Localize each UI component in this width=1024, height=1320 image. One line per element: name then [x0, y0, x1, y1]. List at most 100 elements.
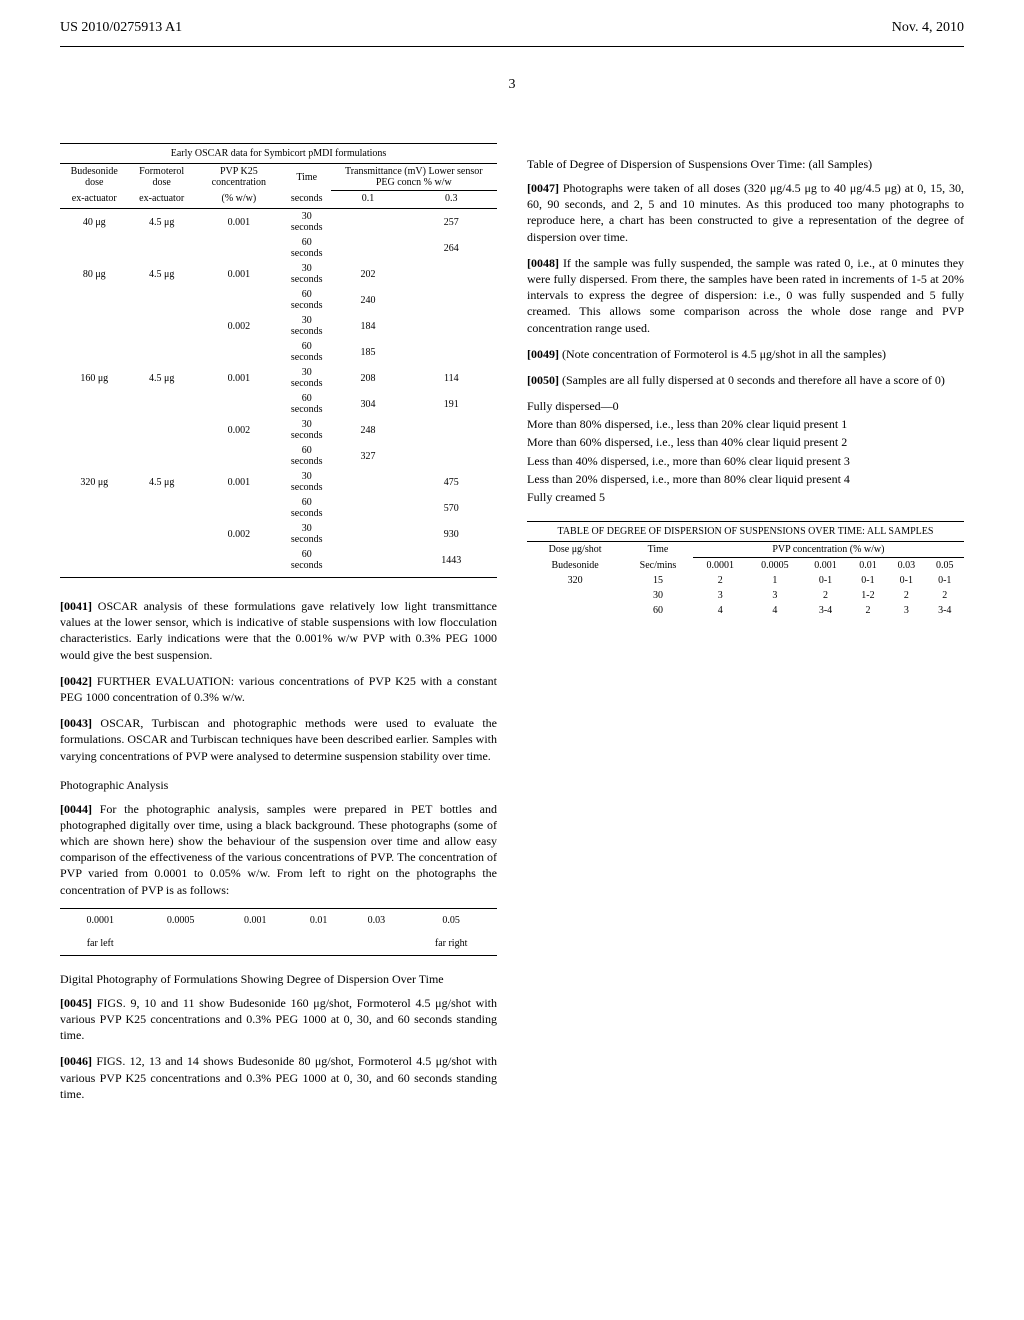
pvp-position [348, 932, 406, 956]
table-cell: 40 μg [60, 209, 129, 236]
table-cell [195, 391, 283, 417]
para-num-49: [0049] [527, 347, 559, 361]
pvp-position: far left [60, 932, 140, 956]
table-cell [406, 313, 497, 339]
table-cell [60, 339, 129, 365]
table-cell: 80 μg [60, 261, 129, 287]
table-cell: 0.001 [195, 209, 283, 236]
table-cell [129, 417, 195, 443]
t2-dose: Dose μg/shot [527, 542, 623, 558]
table-cell: 60 [623, 603, 693, 618]
scale-0: Fully dispersed—0 [527, 398, 964, 414]
para-text-44: For the photographic analysis, samples w… [60, 802, 497, 897]
table-cell [129, 235, 195, 261]
table-cell [195, 443, 283, 469]
th-formoterol: Formoterol dose [129, 164, 195, 191]
table-cell: 264 [406, 235, 497, 261]
scale-3: Less than 40% dispersed, i.e., more than… [527, 453, 964, 469]
table-row: 60 seconds 264 [60, 235, 497, 261]
digital-photo-heading: Digital Photography of Formulations Show… [60, 972, 497, 987]
th-time: Time [283, 164, 331, 191]
sub-c1: ex-actuator [60, 191, 129, 209]
th-pvp: PVP K25 concentration [195, 164, 283, 191]
table-cell: 930 [406, 521, 497, 547]
table-cell: 0-1 [926, 573, 964, 588]
dispersion-table-heading: Table of Degree of Dispersion of Suspens… [527, 157, 964, 172]
table-cell: 60 seconds [283, 235, 331, 261]
table-cell: 248 [331, 417, 406, 443]
para-45: [0045] FIGS. 9, 10 and 11 show Budesonid… [60, 995, 497, 1044]
table-cell [406, 287, 497, 313]
table-cell: 3 [887, 603, 925, 618]
table-cell [60, 417, 129, 443]
table-cell: 320 μg [60, 469, 129, 495]
table-cell: 4.5 μg [129, 209, 195, 236]
pvp-position [221, 932, 290, 956]
dispersion-degree-table: TABLE OF DEGREE OF DISPERSION OF SUSPENS… [527, 521, 964, 618]
table-cell [60, 547, 129, 573]
table-cell: 60 seconds [283, 495, 331, 521]
table-cell: 191 [406, 391, 497, 417]
t2-pvp-1: 0.0005 [748, 558, 803, 574]
pvp-value: 0.05 [405, 908, 497, 932]
table-cell: 2 [849, 603, 887, 618]
table-cell: 0.001 [195, 469, 283, 495]
table-cell: 30 seconds [283, 521, 331, 547]
table-cell [60, 443, 129, 469]
sub-c4: seconds [283, 191, 331, 209]
para-41: [0041] OSCAR analysis of these formulati… [60, 598, 497, 663]
table-cell [195, 235, 283, 261]
table-cell [331, 495, 406, 521]
table-cell: 1443 [406, 547, 497, 573]
table-cell [129, 313, 195, 339]
table-cell [331, 521, 406, 547]
pvp-value: 0.0001 [60, 908, 140, 932]
table-cell [60, 313, 129, 339]
para-num-50: [0050] [527, 373, 559, 387]
table-cell: 257 [406, 209, 497, 236]
table1-caption: Early OSCAR data for Symbicort pMDI form… [60, 144, 497, 164]
table-cell: 184 [331, 313, 406, 339]
table-row: 60 seconds240 [60, 287, 497, 313]
table-row: 60443-4233-4 [527, 603, 964, 618]
para-46: [0046] FIGS. 12, 13 and 14 shows Budeson… [60, 1053, 497, 1102]
para-num-48: [0048] [527, 256, 559, 270]
table-cell [129, 547, 195, 573]
para-49: [0049] (Note concentration of Formoterol… [527, 346, 964, 362]
para-text-46: FIGS. 12, 13 and 14 shows Budesonide 80 … [60, 1054, 497, 1100]
table-cell [60, 391, 129, 417]
table-cell: 304 [331, 391, 406, 417]
table-cell [195, 339, 283, 365]
table-row: 60 seconds1443 [60, 547, 497, 573]
table-cell: 30 seconds [283, 417, 331, 443]
para-num-41: [0041] [60, 599, 92, 613]
table-cell: 1-2 [849, 588, 887, 603]
table-cell [60, 287, 129, 313]
table-cell [406, 261, 497, 287]
table-cell: 3-4 [926, 603, 964, 618]
scale-5: Fully creamed 5 [527, 489, 964, 505]
table-cell: 2 [802, 588, 849, 603]
para-num-43: [0043] [60, 716, 92, 730]
oscar-data-table: Early OSCAR data for Symbicort pMDI form… [60, 143, 497, 578]
table-cell: 185 [331, 339, 406, 365]
table-cell: 202 [331, 261, 406, 287]
table-cell [129, 521, 195, 547]
para-num-42: [0042] [60, 674, 92, 688]
table-cell: 3-4 [802, 603, 849, 618]
t2-pvp-2: 0.001 [802, 558, 849, 574]
publication-date: Nov. 4, 2010 [892, 20, 964, 36]
table-cell: 30 seconds [283, 365, 331, 391]
table-cell: 1 [748, 573, 803, 588]
table2-caption: TABLE OF DEGREE OF DISPERSION OF SUSPENS… [527, 522, 964, 542]
t2-pvp-5: 0.05 [926, 558, 964, 574]
sub-c3: (% w/w) [195, 191, 283, 209]
table-cell: 30 seconds [283, 261, 331, 287]
table-cell: 0.002 [195, 417, 283, 443]
table-row: 60 seconds327 [60, 443, 497, 469]
scale-4: Less than 20% dispersed, i.e., more than… [527, 471, 964, 487]
table-cell: 320 [527, 573, 623, 588]
table-cell: 0.001 [195, 261, 283, 287]
publication-number: US 2010/0275913 A1 [60, 20, 182, 36]
table-cell: 3 [748, 588, 803, 603]
